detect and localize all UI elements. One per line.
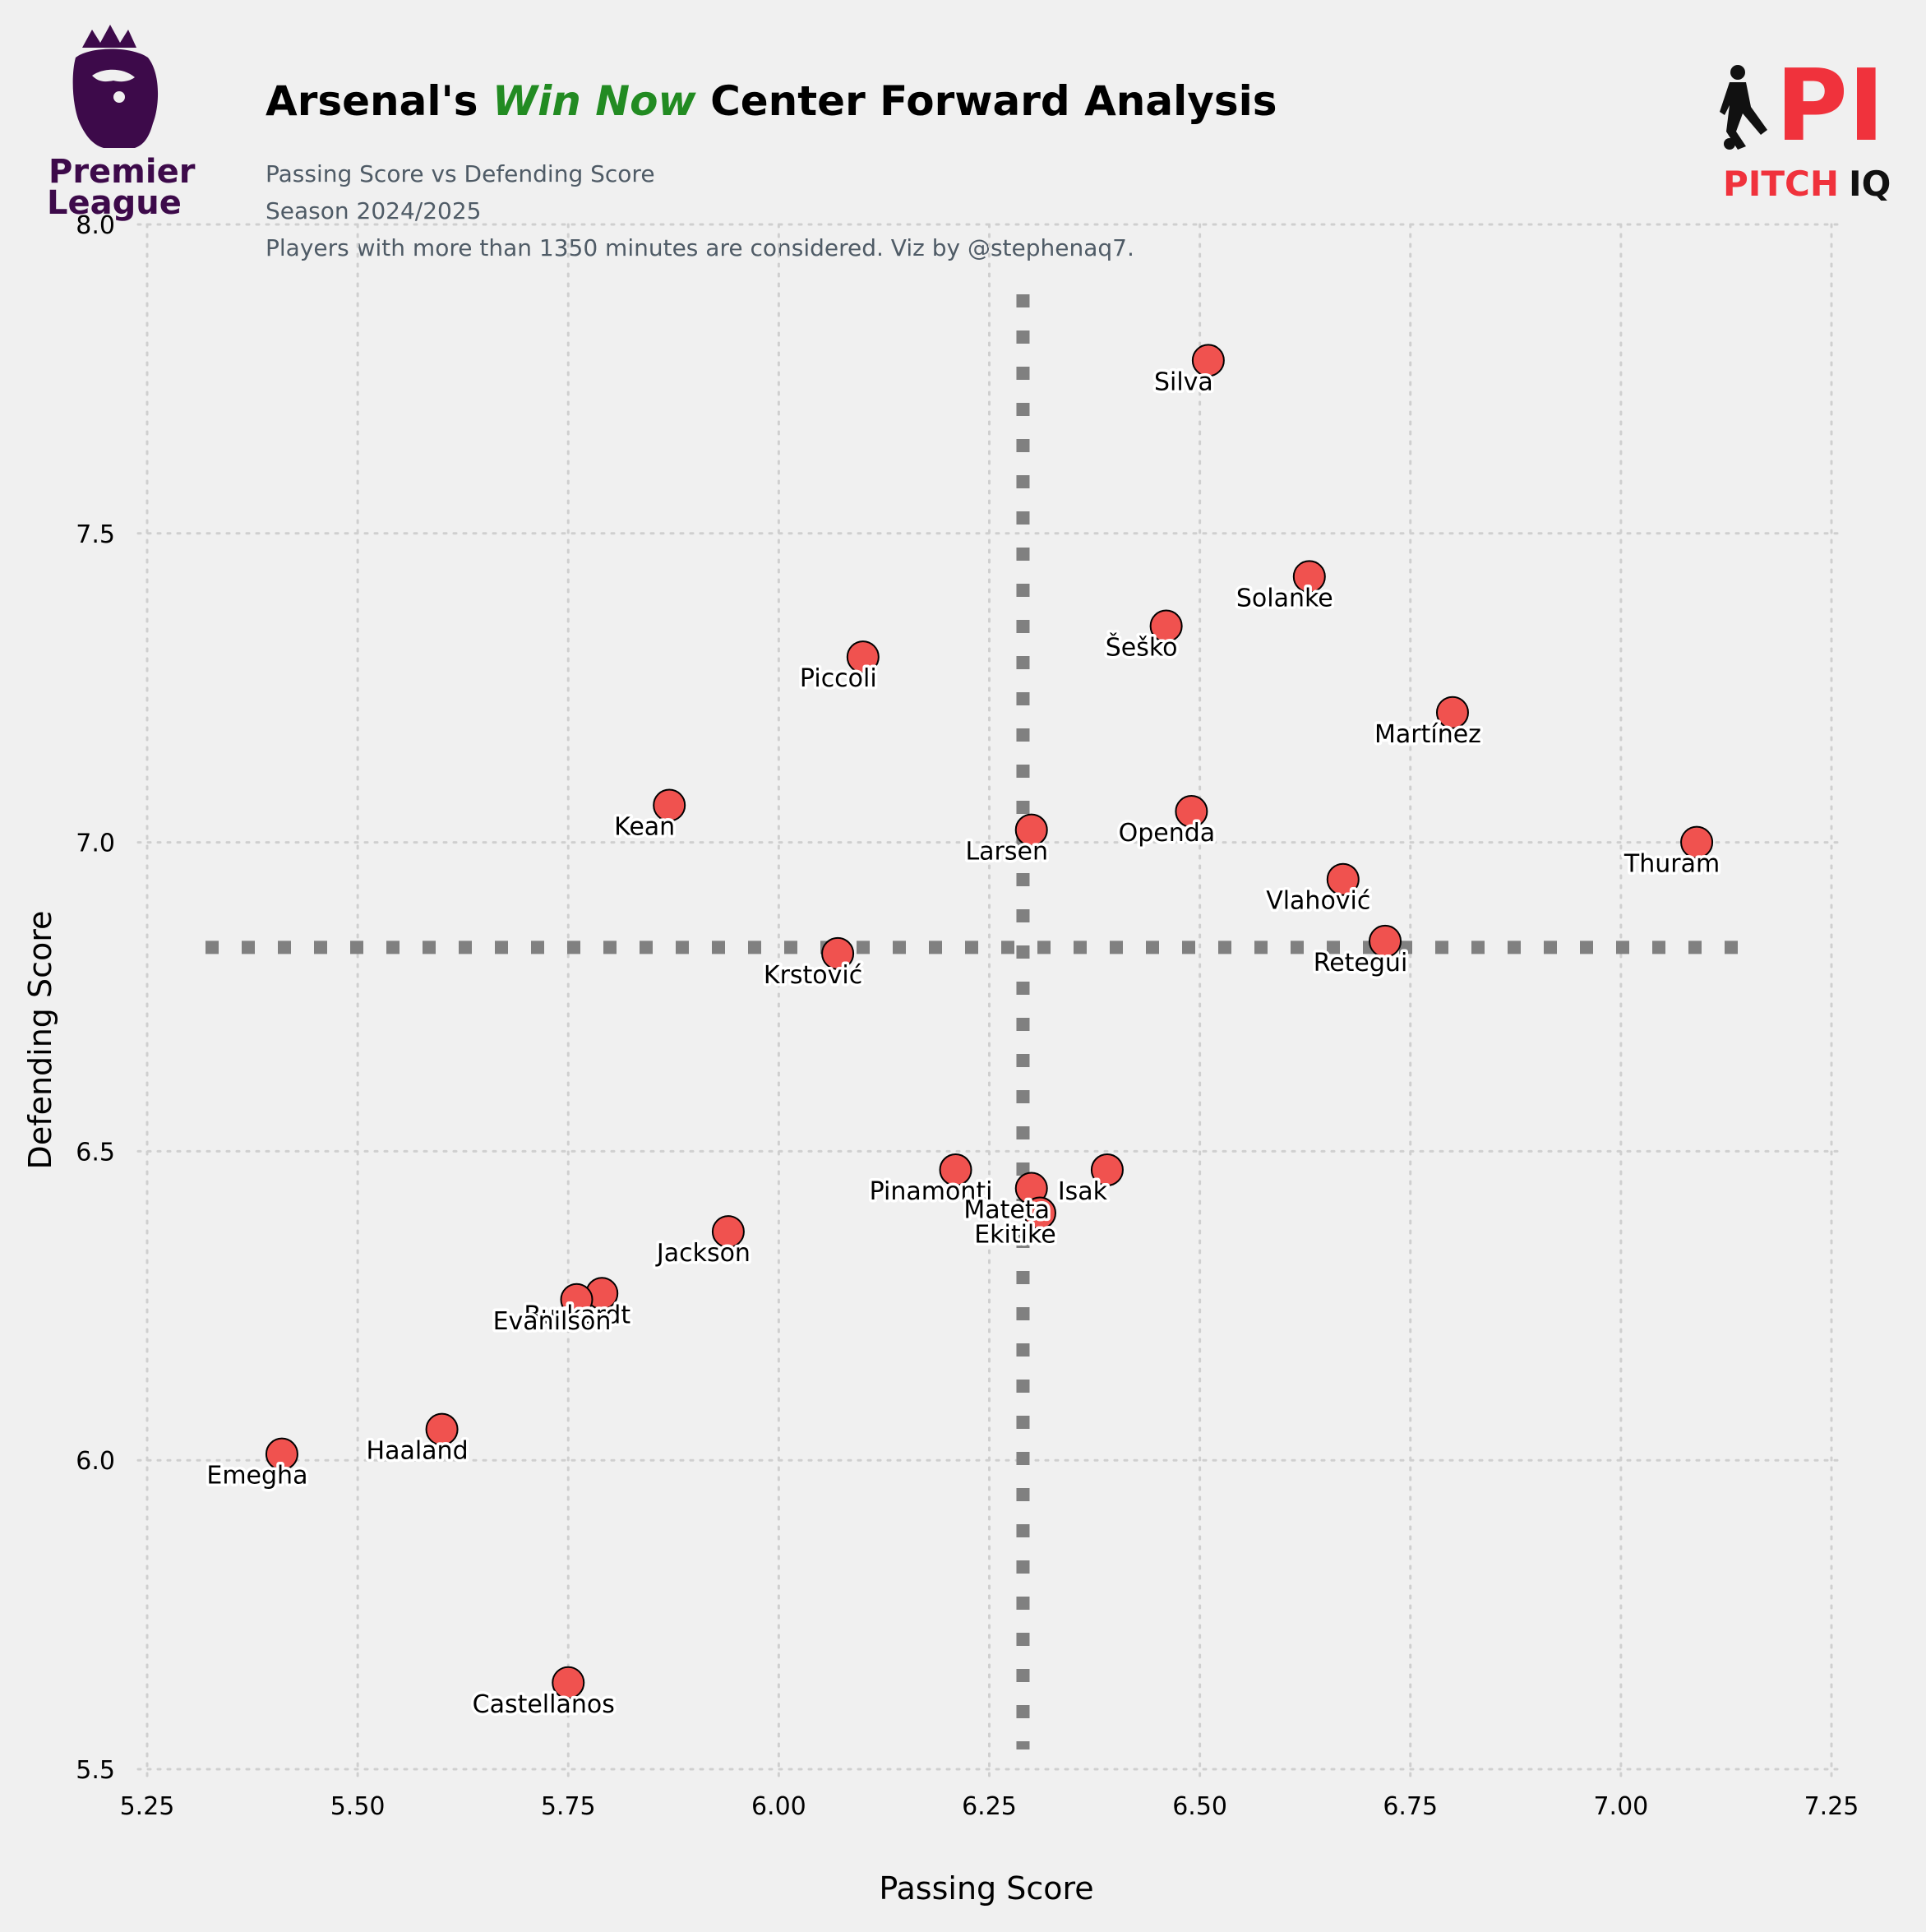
point-label: Krstović <box>764 961 862 990</box>
point-label: Silva <box>1154 367 1213 396</box>
point-label: Retegui <box>1314 949 1408 978</box>
lion-crest-icon <box>72 25 159 148</box>
chart-subtitle-metric: Passing Score vs Defending Score <box>266 160 655 187</box>
point-label: Larsen <box>965 838 1048 867</box>
data-point <box>1191 344 1225 377</box>
point-label: Emegha <box>206 1462 307 1491</box>
premier-league-word-2: League <box>47 184 182 222</box>
data-point <box>425 1412 459 1446</box>
pitch-iq-logo: PI PITCH IQ <box>1720 49 1891 204</box>
data-point <box>1149 609 1183 643</box>
y-tick-label: 7.0 <box>76 830 115 858</box>
grid-lines <box>136 223 1843 1779</box>
pitch-iq-wordmark: PITCH IQ <box>1723 164 1891 204</box>
point-label: Vlahović <box>1266 887 1370 916</box>
x-tick-label: 7.25 <box>1804 1792 1859 1821</box>
x-tick-label: 7.00 <box>1593 1792 1648 1821</box>
data-point <box>1435 696 1469 729</box>
point-label: Ekitike <box>974 1221 1056 1250</box>
data-point <box>1292 560 1326 594</box>
data-point <box>1090 1153 1124 1186</box>
x-axis-label: Passing Score <box>879 1870 1093 1907</box>
data-point <box>1014 813 1048 847</box>
x-tick-label: 5.25 <box>120 1792 175 1821</box>
y-tick-label: 7.5 <box>76 520 115 549</box>
data-point <box>653 788 686 822</box>
y-tick-label: 5.5 <box>76 1756 115 1785</box>
premier-league-logo: Premier League <box>47 25 196 222</box>
point-label: Mateta <box>963 1195 1050 1224</box>
data-point <box>1326 862 1360 896</box>
point-label: Openda <box>1119 819 1216 848</box>
data-point <box>1175 795 1208 829</box>
y-tick-label: 8.0 <box>76 211 115 240</box>
point-label: Haaland <box>367 1437 469 1466</box>
y-tick-label: 6.5 <box>76 1138 115 1167</box>
x-tick-label: 6.25 <box>962 1792 1017 1821</box>
data-point <box>846 640 880 674</box>
x-tick-label: 5.50 <box>330 1792 386 1821</box>
tick-labels: 5.25 5.50 5.75 6.00 6.25 6.50 6.75 7.00 7.25 5.5 6… <box>76 211 1859 1821</box>
point-labels: Silva Solanke Šeško Piccoli Martínez Kean Open… <box>204 365 1723 1722</box>
point-label: Solanke <box>1236 584 1333 612</box>
point-label: Šeško <box>1106 632 1178 663</box>
point-label: Kean <box>614 813 675 842</box>
data-point <box>1023 1196 1056 1230</box>
x-tick-label: 6.75 <box>1383 1792 1438 1821</box>
point-label: Pinamonti <box>870 1177 993 1206</box>
y-axis-label: Defending Score <box>22 911 58 1170</box>
data-point <box>560 1283 594 1316</box>
footballer-icon <box>1720 65 1767 150</box>
data-point <box>552 1666 585 1699</box>
point-label: Castellanos <box>473 1690 615 1719</box>
x-tick-label: 5.75 <box>541 1792 596 1821</box>
data-points <box>265 344 1714 1699</box>
point-label: Isak <box>1058 1177 1108 1206</box>
point-label: Piccoli <box>800 664 877 693</box>
chart-subtitle-season: Season 2024/2025 <box>266 197 481 224</box>
y-tick-label: 6.0 <box>76 1447 115 1476</box>
point-label: Jackson <box>655 1239 751 1268</box>
data-point <box>1369 924 1402 958</box>
data-point <box>1680 825 1714 859</box>
premier-league-word-1: Premier <box>48 153 196 191</box>
point-label: Burkardt <box>524 1301 630 1329</box>
x-tick-label: 6.00 <box>751 1792 806 1821</box>
point-label: Evanilson <box>493 1307 612 1336</box>
chart-title: Arsenal's Win Now Center Forward Analysi… <box>266 77 1277 125</box>
data-point <box>711 1215 745 1249</box>
reference-lines <box>206 294 1751 1749</box>
data-point <box>821 936 855 970</box>
x-tick-label: 6.50 <box>1172 1792 1227 1821</box>
point-label: Martínez <box>1374 720 1481 749</box>
data-point <box>265 1437 298 1471</box>
point-label: Thuram <box>1623 850 1720 879</box>
pitch-iq-mark: PI <box>1776 49 1885 164</box>
data-point <box>939 1153 972 1186</box>
chart-subtitle-note: Players with more than 1350 minutes are … <box>266 234 1134 261</box>
